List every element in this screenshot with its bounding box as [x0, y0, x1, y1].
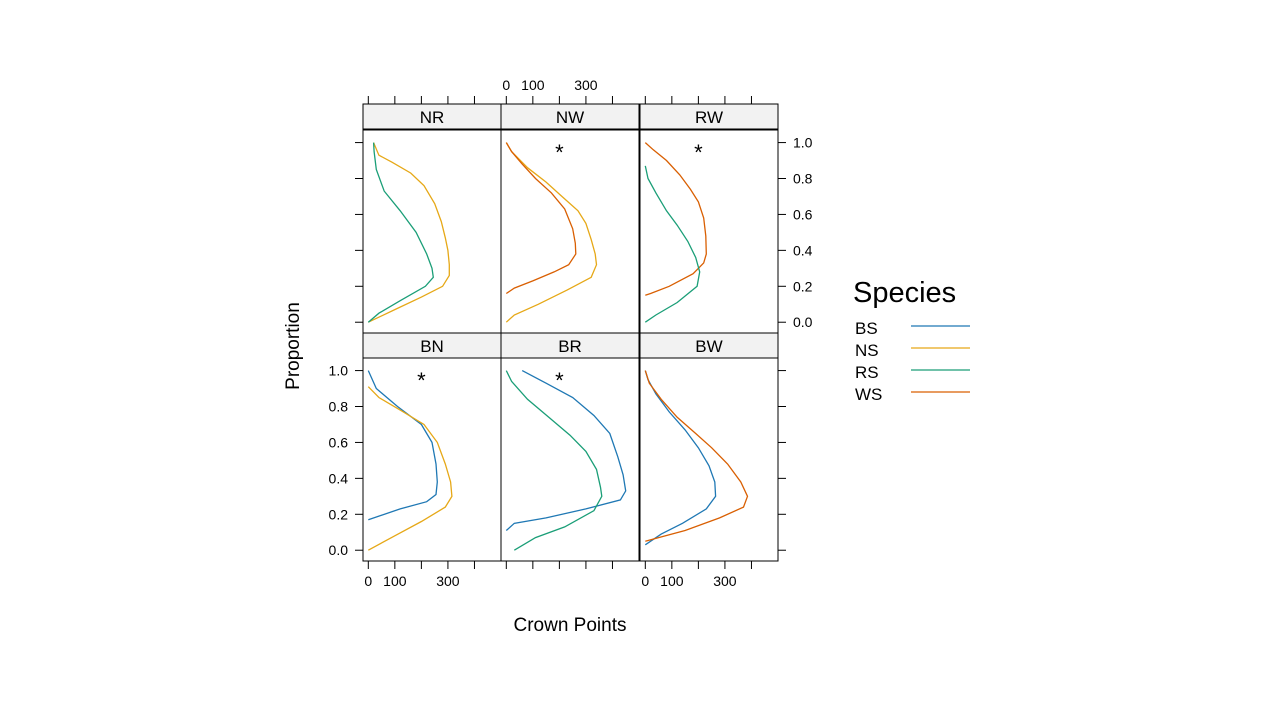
series-line-bs: [644, 370, 717, 546]
y-tick-label: 0.2: [329, 506, 349, 522]
strip-rw: [639, 103, 779, 130]
panel-bw: BW: [639, 332, 779, 562]
legend: Species BS NS RS WS: [853, 277, 970, 404]
x-tick-label: 0: [641, 573, 649, 589]
series-line-bs: [505, 370, 627, 531]
legend-label-ns: NS: [855, 341, 879, 360]
y-axis-row-0-right: 0.0 0.2 0.4 0.6 0.8 1.0: [778, 135, 813, 330]
strip-label: BN: [420, 337, 444, 356]
series-line-ws: [644, 370, 749, 542]
x-tick-label: 300: [436, 573, 460, 589]
y-tick-label: 0.6: [793, 206, 813, 222]
x-axis-title: Crown Points: [514, 615, 627, 636]
legend-title: Species: [853, 277, 956, 309]
strip-label: NR: [420, 108, 445, 127]
series-line-ws: [505, 142, 577, 295]
y-tick-label: 1.0: [793, 135, 813, 151]
x-axis-col-1: 0 100 300: [502, 77, 613, 104]
panel-frame: [639, 129, 779, 334]
y-tick-label: 0.8: [793, 171, 813, 187]
strip-br: [500, 332, 640, 359]
panel-rw: RW *: [639, 103, 779, 334]
y-tick-label: 0.4: [793, 242, 813, 258]
strip-label: RW: [695, 108, 723, 127]
series-line-ns: [505, 142, 598, 323]
y-axis-row-1-right: [778, 370, 786, 551]
x-axis-col-2: 0 100 300: [641, 561, 752, 589]
y-tick-label: 0.0: [793, 314, 813, 330]
panel-bn: BN *: [362, 332, 502, 562]
x-tick-label: 100: [660, 573, 684, 589]
x-axis-col-1: [505, 561, 613, 569]
series-line-ws: [644, 142, 707, 296]
strip-nr: [362, 103, 502, 130]
y-tick-label: 0.8: [329, 399, 349, 415]
strip-label: BW: [695, 337, 722, 356]
series-line-bs: [367, 370, 438, 521]
panel-frame: [500, 129, 640, 334]
panel-frame: [639, 357, 779, 562]
panel-frame: [362, 357, 502, 562]
panels-layer: NR NW * RW * BN * BR * BW: [362, 103, 779, 562]
strip-bw: [639, 332, 779, 359]
significance-marker: *: [555, 140, 564, 165]
significance-marker: *: [555, 368, 564, 393]
series-line-rs: [644, 165, 701, 323]
strip-nw: [500, 103, 640, 130]
panel-frame: [500, 357, 640, 562]
x-tick-label: 100: [383, 573, 407, 589]
legend-label-bs: BS: [855, 319, 878, 338]
x-axis-col-0: [367, 96, 475, 104]
y-axis-row-1-left: 0.0 0.2 0.4 0.6 0.8 1.0: [329, 363, 363, 558]
x-axis-col-2: [644, 96, 752, 104]
y-tick-label: 0.4: [329, 470, 349, 486]
strip-label: NW: [556, 108, 584, 127]
x-axis-col-0: 0 100 300: [364, 561, 475, 589]
y-axis-row-0-left: [355, 142, 363, 323]
x-tick-label: 100: [521, 77, 545, 93]
y-tick-label: 0.6: [329, 434, 349, 450]
significance-marker: *: [417, 368, 426, 393]
series-line-rs: [367, 142, 434, 323]
x-tick-label: 0: [502, 77, 510, 93]
y-tick-label: 1.0: [329, 363, 349, 379]
significance-marker: *: [694, 140, 703, 165]
series-line-rs: [505, 370, 603, 551]
x-tick-label: 300: [574, 77, 598, 93]
x-tick-label: 300: [713, 573, 737, 589]
panel-nr: NR: [362, 103, 502, 334]
strip-label: BR: [558, 337, 582, 356]
legend-label-ws: WS: [855, 385, 882, 404]
panel-nw: NW *: [500, 103, 640, 334]
panel-frame: [362, 129, 502, 334]
legend-label-rs: RS: [855, 363, 879, 382]
y-axis-title: Proportion: [283, 302, 304, 390]
panel-br: BR *: [500, 332, 640, 562]
series-line-ns: [368, 142, 450, 323]
y-tick-label: 0.2: [793, 278, 813, 294]
y-tick-label: 0.0: [329, 542, 349, 558]
series-line-ns: [367, 386, 453, 551]
x-tick-label: 0: [364, 573, 372, 589]
